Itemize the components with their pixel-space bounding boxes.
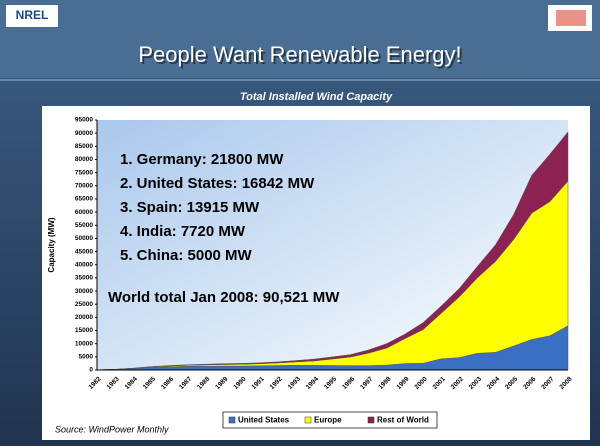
slide-title: People Want Renewable Energy! xyxy=(138,42,461,67)
y-tick-label: 25000 xyxy=(75,301,93,308)
header-bar xyxy=(0,0,600,78)
chart-title: Total Installed Wind Capacity xyxy=(240,91,393,103)
annotation: 5. China: 5000 MW xyxy=(120,247,253,264)
y-tick-label: 20000 xyxy=(75,314,93,321)
y-tick-label: 95000 xyxy=(75,117,93,124)
legend-label: Rest of World xyxy=(377,416,429,425)
y-tick-label: 55000 xyxy=(75,222,93,229)
y-tick-label: 90000 xyxy=(75,130,93,137)
logo-box xyxy=(6,5,58,27)
y-tick-label: 60000 xyxy=(75,209,93,216)
y-tick-label: 75000 xyxy=(75,169,93,176)
slide-title-shadow: People Want Renewable Energy! xyxy=(140,44,463,69)
y-tick-label: 10000 xyxy=(75,340,93,347)
legend xyxy=(222,411,438,429)
y-tick-label: 50000 xyxy=(75,235,93,242)
annotation: World total Jan 2008: 90,521 MW xyxy=(108,289,340,306)
partner-logo-art xyxy=(556,10,586,26)
y-tick-label: 30000 xyxy=(75,288,93,295)
y-axis-label: Capacity (MW) xyxy=(47,217,56,272)
annotation: 3. Spain: 13915 MW xyxy=(120,199,260,216)
y-tick-label: 45000 xyxy=(75,248,93,255)
legend-swatch xyxy=(367,416,375,424)
legend-label: Europe xyxy=(314,416,342,425)
y-tick-label: 5000 xyxy=(79,354,94,361)
y-tick-label: 15000 xyxy=(75,327,93,334)
annotation: 2. United States: 16842 MW xyxy=(120,175,315,192)
annotation: 1. Germany: 21800 MW xyxy=(120,151,284,168)
logo: NREL xyxy=(16,8,49,22)
y-tick-label: 35000 xyxy=(75,275,93,282)
y-tick-label: 80000 xyxy=(75,156,93,163)
legend-label: United States xyxy=(238,416,290,425)
legend-swatch xyxy=(228,416,236,424)
legend-swatch xyxy=(304,416,312,424)
y-tick-label: 40000 xyxy=(75,261,93,268)
annotation: 4. India: 7720 MW xyxy=(120,223,246,240)
source: Source: WindPower Monthly xyxy=(55,424,169,434)
y-tick-label: 85000 xyxy=(75,143,93,150)
area xyxy=(96,131,569,371)
y-tick-label: 65000 xyxy=(75,196,93,203)
y-tick-label: 70000 xyxy=(75,183,93,190)
y-tick-label: 0 xyxy=(89,367,93,374)
